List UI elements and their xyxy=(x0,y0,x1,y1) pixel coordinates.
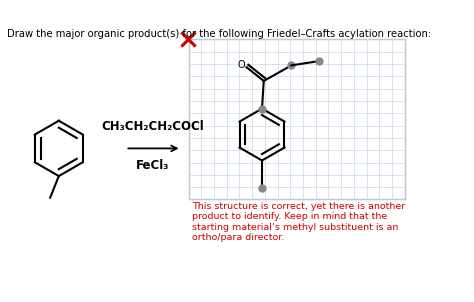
Bar xyxy=(189,40,405,199)
Text: Draw the major organic product(s) for the following Friedel–Crafts acylation rea: Draw the major organic product(s) for th… xyxy=(7,29,431,39)
Text: O: O xyxy=(237,59,245,69)
Text: This structure is correct, yet there is another
product to identify. Keep in min: This structure is correct, yet there is … xyxy=(192,202,405,242)
Text: CH₃CH₂CH₂COCl: CH₃CH₂CH₂COCl xyxy=(102,120,204,133)
Text: FeCl₃: FeCl₃ xyxy=(137,159,170,172)
